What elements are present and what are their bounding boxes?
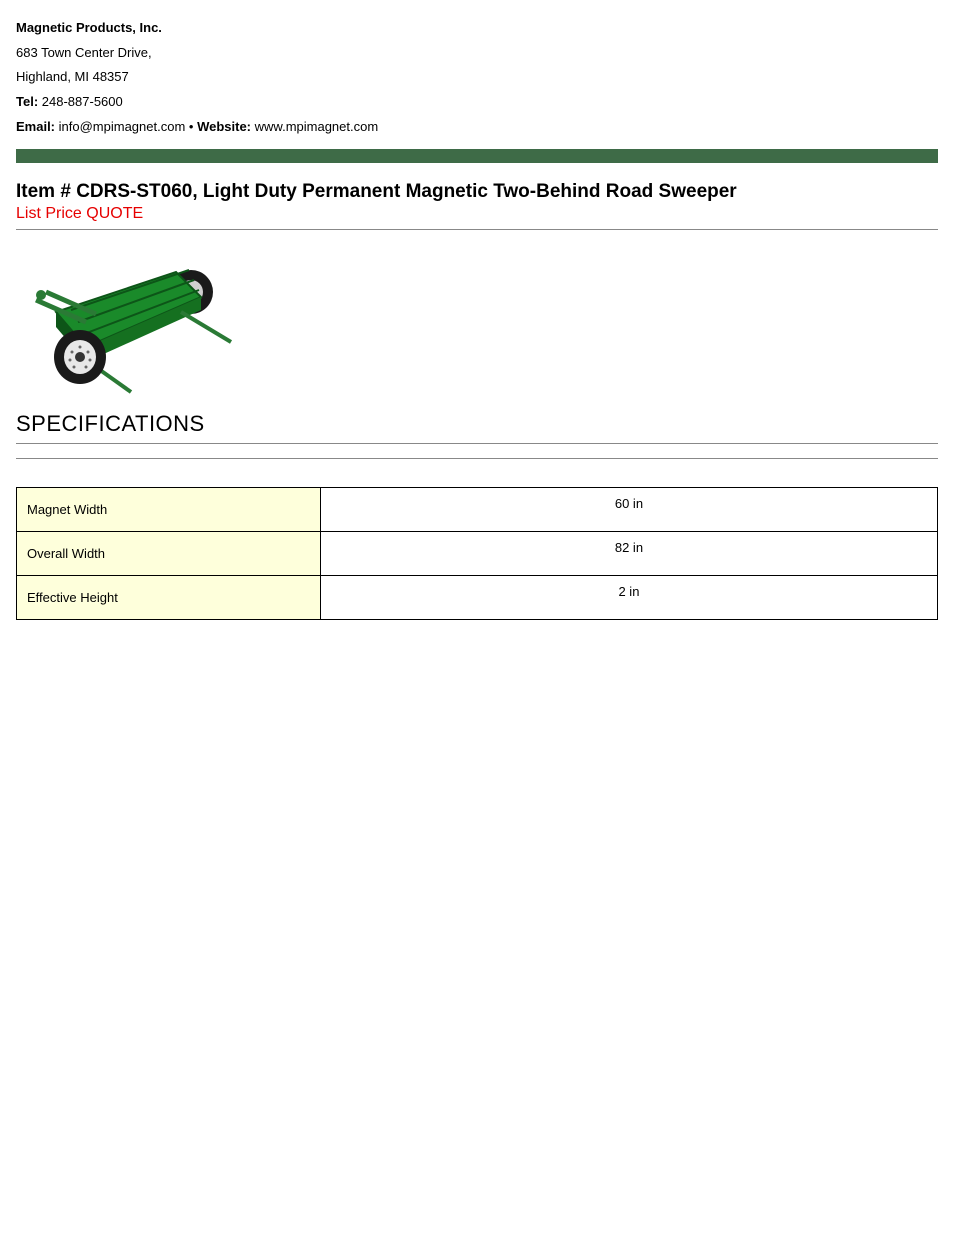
table-row: Magnet Width 60 in	[17, 488, 938, 532]
spec-label: Overall Width	[17, 532, 321, 576]
road-sweeper-icon	[16, 242, 236, 402]
address-line-2: Highland, MI 48357	[16, 65, 938, 90]
company-header: Magnetic Products, Inc. 683 Town Center …	[16, 16, 938, 139]
website-label: Website:	[197, 119, 251, 134]
spec-label: Effective Height	[17, 576, 321, 620]
title-hr	[16, 229, 938, 230]
spec-table-body: Magnet Width 60 in Overall Width 82 in E…	[17, 488, 938, 620]
divider-bar	[16, 149, 938, 163]
table-row: Overall Width 82 in	[17, 532, 938, 576]
item-title: Item # CDRS-ST060, Light Duty Permanent …	[16, 181, 938, 203]
specifications-heading: SPECIFICATIONS	[16, 411, 938, 437]
spec-label: Magnet Width	[17, 488, 321, 532]
tel-value: 248-887-5600	[42, 94, 123, 109]
company-name: Magnetic Products, Inc.	[16, 16, 938, 41]
tel-line: Tel: 248-887-5600	[16, 90, 938, 115]
contact-separator: •	[189, 119, 197, 134]
specifications-table: Magnet Width 60 in Overall Width 82 in E…	[16, 487, 938, 620]
spec-value: 82 in	[320, 532, 937, 576]
address-line-1: 683 Town Center Drive,	[16, 41, 938, 66]
spec-value: 2 in	[320, 576, 937, 620]
table-row: Effective Height 2 in	[17, 576, 938, 620]
contact-line: Email: info@mpimagnet.com • Website: www…	[16, 115, 938, 140]
tel-label: Tel:	[16, 94, 38, 109]
email-label: Email:	[16, 119, 55, 134]
spec-value: 60 in	[320, 488, 937, 532]
email-value: info@mpimagnet.com	[59, 119, 186, 134]
specs-hr-top	[16, 443, 938, 444]
item-price: List Price QUOTE	[16, 205, 938, 223]
website-value: www.mpimagnet.com	[255, 119, 379, 134]
specs-hr-bottom	[16, 458, 938, 459]
product-image	[16, 242, 938, 405]
